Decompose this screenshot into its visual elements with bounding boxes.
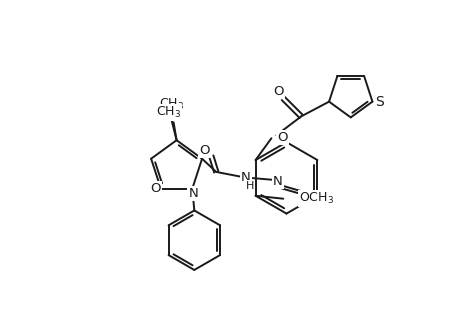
Text: N: N	[273, 175, 283, 188]
Text: O: O	[273, 85, 284, 98]
Text: S: S	[375, 95, 384, 109]
Text: O: O	[151, 182, 161, 195]
Text: N: N	[241, 171, 251, 184]
Text: O: O	[277, 131, 288, 144]
Text: CH$_3$: CH$_3$	[159, 97, 184, 113]
Text: O: O	[199, 144, 210, 157]
Text: N: N	[189, 187, 198, 200]
Text: CH$_3$: CH$_3$	[156, 105, 181, 120]
Text: OCH$_3$: OCH$_3$	[299, 191, 334, 206]
Text: H: H	[246, 181, 254, 191]
